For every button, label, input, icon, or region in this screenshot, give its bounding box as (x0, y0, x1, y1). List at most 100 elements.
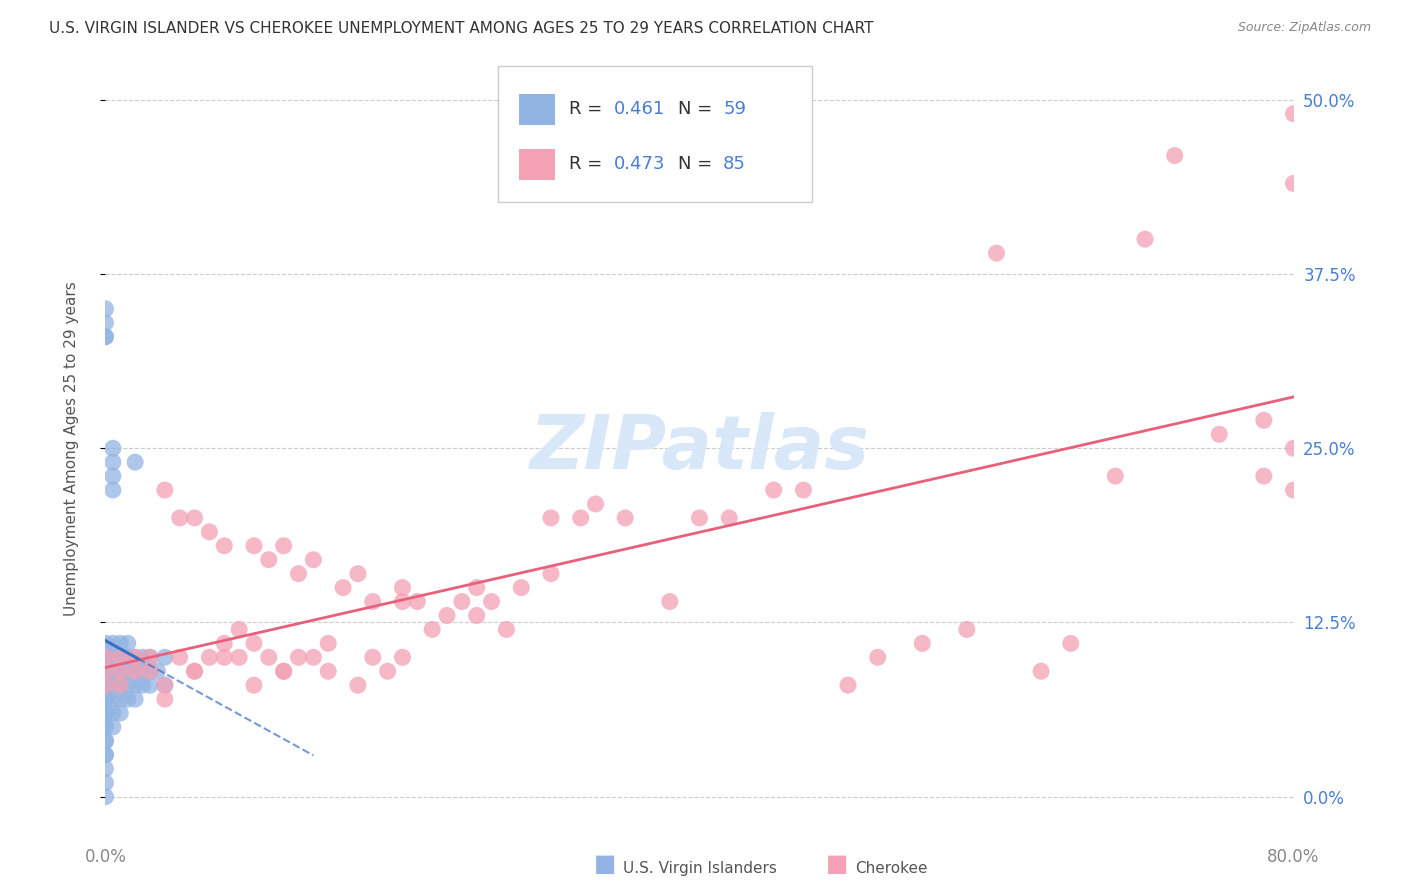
Point (139, 664, 162, 678)
Point (243, 636, 266, 650)
Point (110, 692, 132, 706)
Point (510, 581, 533, 595)
Text: 85: 85 (723, 155, 747, 173)
Text: U.S. Virgin Islanders: U.S. Virgin Islanders (623, 861, 776, 876)
Point (585, 497, 607, 511)
Point (911, 636, 934, 650)
Point (94, 330, 117, 344)
Point (1208, 427, 1230, 442)
Point (1029, 664, 1052, 678)
Point (94, 762, 117, 776)
Point (101, 483, 124, 497)
Point (94, 664, 117, 678)
Point (540, 566, 562, 581)
Point (124, 650, 146, 665)
Point (94, 734, 117, 748)
Point (302, 552, 325, 567)
Point (101, 469, 124, 483)
Point (94, 775, 117, 790)
Point (214, 539, 236, 553)
Point (124, 664, 146, 678)
Text: ZIPatlas: ZIPatlas (530, 412, 869, 484)
Point (124, 692, 146, 706)
Text: U.S. VIRGIN ISLANDER VS CHEROKEE UNEMPLOYMENT AMONG AGES 25 TO 29 YEARS CORRELAT: U.S. VIRGIN ISLANDER VS CHEROKEE UNEMPLO… (49, 21, 873, 36)
Point (361, 594, 384, 608)
Point (361, 650, 384, 665)
Text: ■: ■ (825, 852, 848, 876)
Text: 59: 59 (723, 101, 747, 119)
Point (273, 664, 295, 678)
Point (316, 664, 339, 678)
Point (94, 316, 117, 330)
Point (94, 706, 117, 720)
Point (495, 623, 517, 637)
Point (131, 650, 153, 665)
Point (94, 650, 117, 665)
Point (257, 650, 280, 665)
Point (110, 678, 132, 692)
Point (347, 566, 370, 581)
Point (94, 720, 117, 734)
Point (1282, 483, 1305, 497)
Point (866, 650, 889, 665)
Point (1282, 177, 1305, 191)
Point (101, 678, 124, 692)
Point (124, 678, 146, 692)
Point (391, 581, 413, 595)
Point (228, 623, 250, 637)
Point (465, 608, 488, 623)
Point (124, 455, 146, 469)
Y-axis label: Unemployment Among Ages 25 to 29 years: Unemployment Among Ages 25 to 29 years (65, 281, 79, 615)
Point (169, 650, 191, 665)
Point (94, 747, 117, 762)
Point (139, 678, 162, 692)
Point (302, 650, 325, 665)
Point (94, 734, 117, 748)
Point (110, 664, 132, 678)
Point (101, 706, 124, 720)
Point (689, 511, 711, 525)
Point (481, 594, 503, 608)
Point (110, 678, 132, 692)
Text: Source: ZipAtlas.com: Source: ZipAtlas.com (1237, 21, 1371, 34)
Point (131, 678, 153, 692)
Point (101, 664, 124, 678)
Point (332, 581, 354, 595)
Point (569, 511, 592, 525)
Point (94, 301, 117, 316)
Point (94, 650, 117, 665)
Point (117, 692, 139, 706)
Point (1133, 232, 1156, 246)
Point (139, 650, 162, 665)
Point (124, 650, 146, 665)
Point (131, 664, 153, 678)
Text: ■: ■ (593, 852, 616, 876)
Point (139, 650, 162, 665)
Point (94, 330, 117, 344)
Point (1104, 469, 1126, 483)
Point (153, 650, 176, 665)
Point (94, 650, 117, 665)
Point (117, 664, 139, 678)
Point (287, 566, 309, 581)
Point (1060, 636, 1083, 650)
Point (228, 650, 250, 665)
Point (101, 455, 124, 469)
Bar (519, 94, 554, 125)
Point (214, 650, 236, 665)
Point (146, 664, 169, 678)
Point (153, 678, 176, 692)
Point (465, 581, 488, 595)
Point (837, 678, 859, 692)
Text: N =: N = (678, 101, 718, 119)
Point (153, 678, 176, 692)
Point (169, 511, 191, 525)
Point (956, 623, 979, 637)
Point (94, 789, 117, 804)
Point (420, 623, 443, 637)
Point (101, 441, 124, 455)
Point (94, 678, 117, 692)
Bar (519, 148, 554, 179)
Point (153, 483, 176, 497)
Point (1282, 441, 1305, 455)
